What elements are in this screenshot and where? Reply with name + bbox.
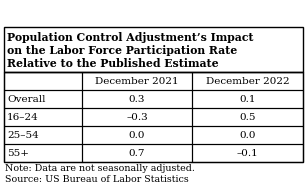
Text: Relative to the Published Estimate: Relative to the Published Estimate [7,58,219,69]
Bar [4,27,303,72]
Text: on the Labor Force Participation Rate: on the Labor Force Participation Rate [7,45,237,56]
Text: 0.1: 0.1 [239,94,256,104]
Text: December 2021: December 2021 [95,77,179,85]
Text: Note: Data are not seasonally adjusted.: Note: Data are not seasonally adjusted. [5,164,195,173]
Bar [82,108,192,126]
Text: –0.1: –0.1 [237,149,258,157]
Bar [192,126,303,144]
Bar [192,90,303,108]
Bar [82,126,192,144]
Bar [192,72,303,90]
Bar [4,72,82,90]
Bar [4,144,82,162]
Bar [4,72,303,162]
Text: 0.0: 0.0 [129,130,145,139]
Text: 55+: 55+ [7,149,29,157]
Bar [192,108,303,126]
Text: Overall: Overall [7,94,45,104]
Text: –0.3: –0.3 [126,112,148,122]
Text: 0.7: 0.7 [129,149,145,157]
Text: 0.0: 0.0 [239,130,256,139]
Text: December 2022: December 2022 [206,77,290,85]
Text: 0.5: 0.5 [239,112,256,122]
Text: 25–54: 25–54 [7,130,39,139]
Text: 16–24: 16–24 [7,112,39,122]
Text: Population Control Adjustment’s Impact: Population Control Adjustment’s Impact [7,32,254,43]
Bar [82,144,192,162]
Bar [82,72,192,90]
Text: 0.3: 0.3 [129,94,145,104]
Bar [4,90,82,108]
Text: Source: US Bureau of Labor Statistics: Source: US Bureau of Labor Statistics [5,175,189,184]
Bar [82,90,192,108]
Bar [4,108,82,126]
Bar [4,126,82,144]
Bar [192,144,303,162]
